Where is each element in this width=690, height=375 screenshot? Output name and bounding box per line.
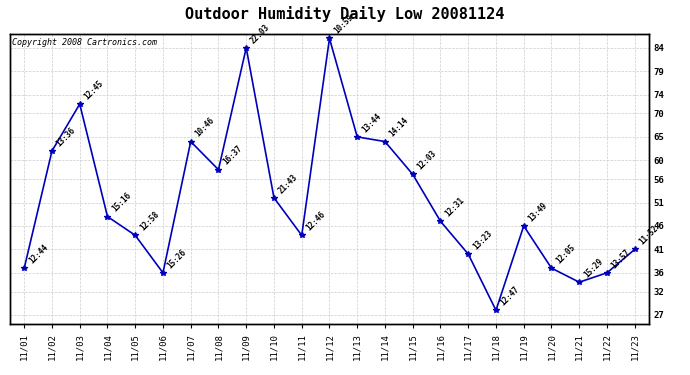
- Text: 21:43: 21:43: [277, 172, 299, 195]
- Text: 12:05: 12:05: [554, 243, 577, 266]
- Text: 15:26: 15:26: [166, 248, 188, 270]
- Text: 13:44: 13:44: [360, 111, 383, 134]
- Text: 12:46: 12:46: [304, 210, 327, 232]
- Text: 12:44: 12:44: [27, 243, 50, 266]
- Text: Copyright 2008 Cartronics.com: Copyright 2008 Cartronics.com: [12, 38, 157, 47]
- Text: 22:03: 22:03: [249, 22, 272, 45]
- Text: 12:31: 12:31: [443, 196, 466, 219]
- Text: 15:16: 15:16: [110, 191, 133, 214]
- Text: Outdoor Humidity Daily Low 20081124: Outdoor Humidity Daily Low 20081124: [186, 6, 504, 22]
- Text: 10:59: 10:59: [333, 13, 355, 36]
- Text: 12:45: 12:45: [83, 79, 105, 101]
- Text: 15:29: 15:29: [582, 257, 604, 279]
- Text: 10:46: 10:46: [193, 116, 216, 139]
- Text: 16:37: 16:37: [221, 144, 244, 167]
- Text: 14:14: 14:14: [388, 116, 411, 139]
- Text: 11:52: 11:52: [638, 224, 660, 247]
- Text: 13:57: 13:57: [610, 248, 633, 270]
- Text: 13:36: 13:36: [55, 126, 77, 148]
- Text: 12:47: 12:47: [499, 285, 522, 308]
- Text: 12:58: 12:58: [138, 210, 161, 232]
- Text: 12:03: 12:03: [415, 149, 438, 172]
- Text: 13:49: 13:49: [526, 201, 549, 223]
- Text: 13:23: 13:23: [471, 229, 494, 251]
